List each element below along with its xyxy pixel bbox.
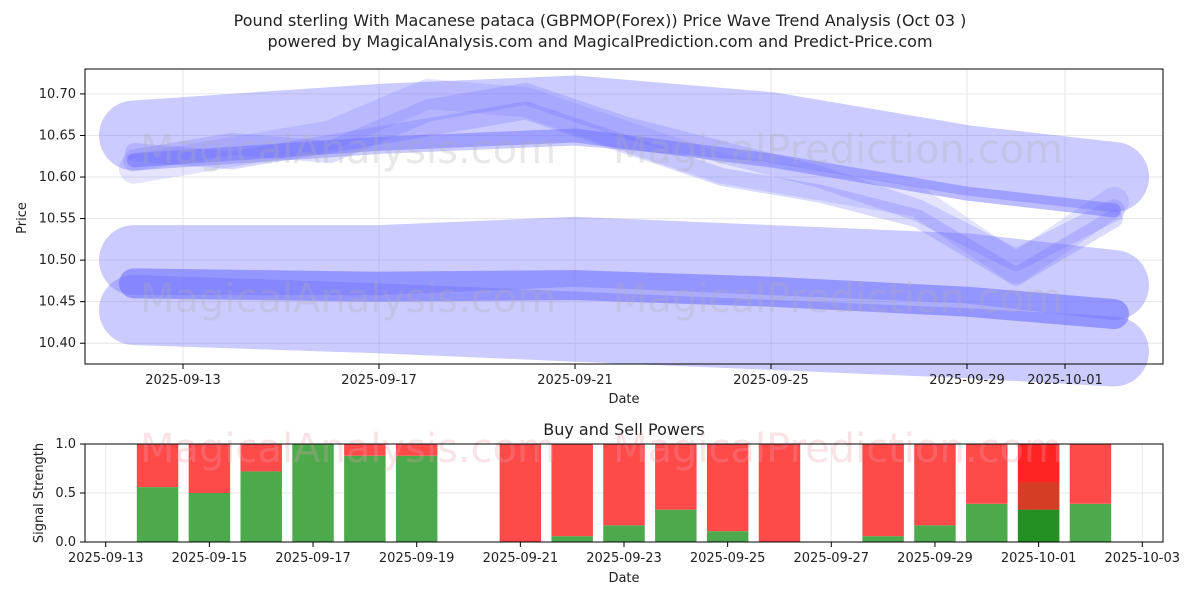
bottom-y-label: Signal Strength — [32, 443, 47, 543]
top-y-tick-label: 10.50 — [39, 253, 76, 268]
watermark-analysis-mid: MagicalAnalysis.com — [140, 276, 556, 322]
buy-bar — [551, 536, 593, 542]
bottom-x-tick-label: 2025-09-25 — [690, 551, 766, 566]
chart-subtitle: powered by MagicalAnalysis.com and Magic… — [267, 32, 932, 51]
buy-bar — [188, 493, 231, 542]
sell-bar — [136, 444, 179, 488]
bottom-x-tick-label: 2025-09-17 — [275, 551, 351, 566]
strong-buy-overlay — [1017, 509, 1060, 542]
sell-bar — [655, 444, 697, 510]
strong-sell-overlay — [1017, 444, 1060, 483]
bottom-x-tick-label: 2025-09-23 — [586, 551, 662, 566]
buy-bar — [395, 455, 438, 542]
sell-bar — [706, 444, 749, 532]
bottom-y-tick-label: 0.0 — [55, 535, 76, 550]
sell-bar — [240, 444, 282, 472]
bottom-y-tick-label: 1.0 — [55, 437, 76, 452]
mixed-overlay — [1017, 482, 1060, 510]
top-x-tick-label: 2025-09-21 — [537, 373, 613, 388]
bottom-axes: 2025-09-13 2025-09-15 2025-09-17 2025-09-19… — [55, 437, 1180, 566]
wave-band-lower-band-lower — [99, 275, 1149, 387]
sell-bar — [1069, 444, 1112, 504]
wave-band-lower-band-upper — [99, 216, 1149, 321]
sell-bar — [344, 444, 386, 456]
bottom-y-tick-label: 0.5 — [55, 486, 76, 501]
wave-band-upper-wave-3 — [125, 101, 1123, 286]
bottom-chart-title: Buy and Sell Powers — [543, 420, 705, 439]
bottom-x-tick-label: 2025-09-21 — [483, 551, 559, 566]
bottom-x-tick-label: 2025-09-27 — [794, 551, 870, 566]
top-y-tick-label: 10.40 — [39, 336, 76, 351]
sell-bar — [966, 444, 1008, 504]
buy-bar — [240, 471, 282, 542]
bottom-x-tick-label: 2025-09-15 — [172, 551, 248, 566]
sell-bar — [499, 444, 542, 542]
bottom-x-tick-label: 2025-09-19 — [379, 551, 455, 566]
top-y-tick-label: 10.65 — [39, 128, 76, 143]
watermark-prediction-bottom: MagicalPrediction.com — [613, 426, 1063, 472]
top-y-tick-label: 10.55 — [39, 212, 76, 227]
sell-bar — [551, 444, 593, 537]
bottom-bars — [136, 444, 1112, 542]
top-y-tick-label: 10.60 — [39, 170, 76, 185]
buy-bar — [292, 444, 334, 542]
top-x-tick-label: 2025-10-01 — [1027, 373, 1103, 388]
sell-bar — [395, 444, 438, 456]
wave-band-upper-wave-2 — [119, 78, 1129, 284]
sell-bar — [188, 444, 231, 493]
bottom-x-tick-label: 2025-09-13 — [68, 551, 144, 566]
bottom-watermarks: MagicalAnalysis.com MagicalPrediction.co… — [140, 426, 1063, 472]
wave-band-lower-trend — [119, 268, 1129, 330]
wave-band-upper-wave-1 — [123, 82, 1125, 272]
bottom-x-label: Date — [608, 571, 639, 586]
buy-bar — [914, 525, 956, 542]
buy-bar — [655, 509, 697, 542]
buy-bar — [603, 525, 645, 542]
sell-bar — [914, 444, 956, 526]
buy-bar — [966, 503, 1008, 542]
sell-bar — [758, 444, 801, 542]
buy-bar — [344, 455, 386, 542]
top-x-label: Date — [608, 392, 639, 407]
sell-bar — [603, 444, 645, 526]
chart-title: Pound sterling With Macanese pataca (GBP… — [234, 11, 967, 30]
watermark-analysis-bottom: MagicalAnalysis.com — [140, 426, 556, 472]
wave-band-upper-wide-band — [99, 75, 1149, 212]
buy-bar — [136, 487, 179, 542]
watermark-prediction-mid: MagicalPrediction.com — [613, 276, 1063, 322]
top-grid — [85, 69, 1163, 364]
buy-bar — [862, 536, 904, 542]
top-x-tick-label: 2025-09-25 — [733, 373, 809, 388]
watermark-analysis-top: MagicalAnalysis.com — [140, 127, 556, 173]
top-watermarks: MagicalAnalysis.com MagicalPrediction.co… — [140, 127, 1063, 322]
top-y-tick-label: 10.45 — [39, 295, 76, 310]
watermark-prediction-top: MagicalPrediction.com — [613, 127, 1063, 173]
bottom-x-tick-label: 2025-09-29 — [897, 551, 973, 566]
top-x-tick-label: 2025-09-13 — [145, 373, 221, 388]
top-x-tick-label: 2025-09-29 — [929, 373, 1005, 388]
bottom-x-tick-label: 2025-10-01 — [1001, 551, 1077, 566]
top-y-label: Price — [15, 202, 30, 234]
bottom-x-tick-label: 2025-10-03 — [1104, 551, 1180, 566]
top-x-tick-label: 2025-09-17 — [341, 373, 417, 388]
top-y-tick-label: 10.70 — [39, 87, 76, 102]
top-bands — [99, 75, 1149, 387]
sell-bar — [862, 444, 904, 537]
buy-bar — [1069, 503, 1112, 542]
buy-bar — [706, 531, 749, 542]
wave-band-upper-trend — [127, 128, 1121, 218]
top-axes: 2025-09-13 2025-09-17 2025-09-21 2025-09-25… — [39, 87, 1103, 388]
top-plot-frame — [84, 68, 1164, 365]
